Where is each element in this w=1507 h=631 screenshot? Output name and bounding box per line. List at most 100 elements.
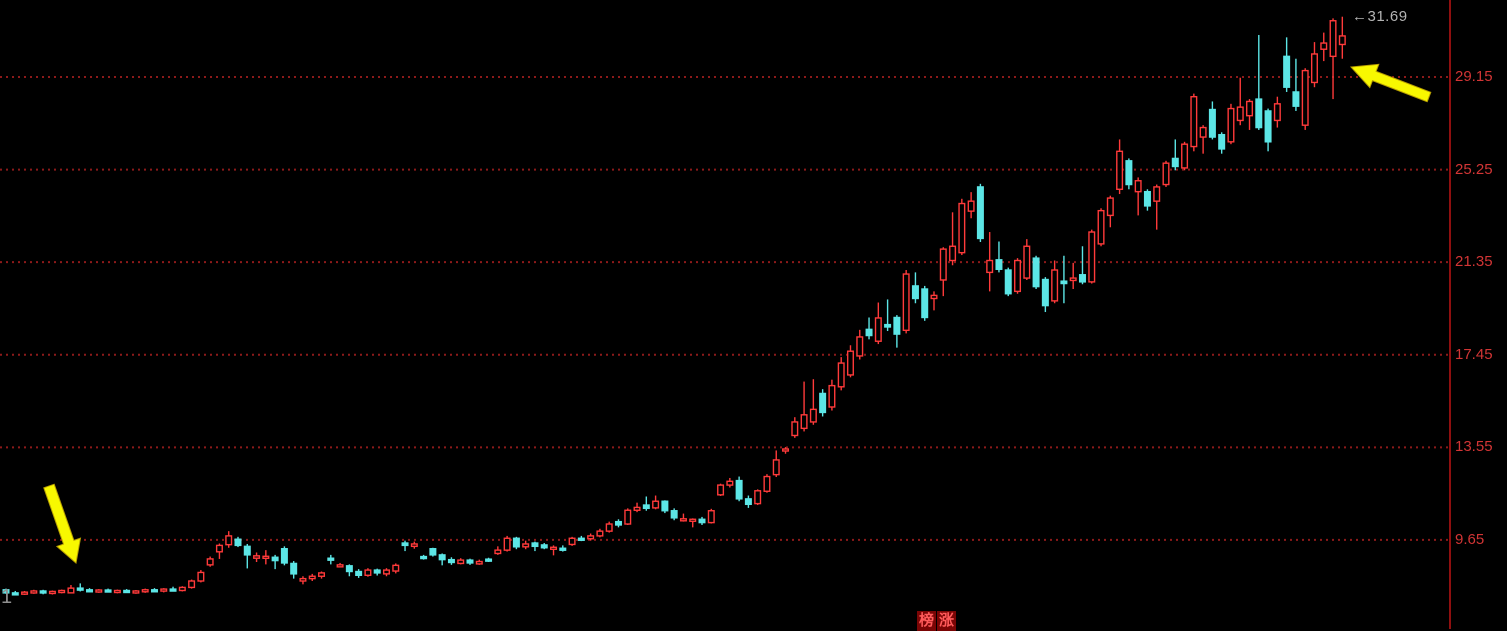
y-axis-tick-label: 17.45 (1455, 345, 1493, 363)
candle-body (1014, 259, 1022, 293)
candle-body (902, 273, 910, 332)
candle-body (169, 588, 177, 592)
candle-body (559, 547, 567, 551)
candle-body (1162, 162, 1170, 186)
candle-body (1060, 280, 1068, 285)
candle-body (707, 510, 715, 524)
candle-body (466, 559, 474, 564)
candle-body (939, 248, 947, 281)
candle-body (150, 589, 158, 593)
candle-body (280, 548, 288, 564)
candle-body (475, 560, 483, 565)
candle-body (318, 572, 326, 577)
candle-body (1153, 186, 1161, 202)
candle-body (262, 555, 270, 560)
candle-body (1143, 190, 1151, 207)
y-axis-tick-label: 13.55 (1455, 438, 1493, 456)
candle-body (364, 569, 372, 577)
candle-body (1134, 180, 1142, 193)
candle-body (1106, 197, 1114, 217)
candle-body (1088, 231, 1096, 283)
y-axis-tick-label: 21.35 (1455, 253, 1493, 271)
candle-body (503, 537, 511, 551)
candle-body (856, 336, 864, 357)
candle-body (1236, 106, 1244, 122)
candle-body (642, 504, 650, 510)
candle-body (215, 544, 223, 553)
candle-body (531, 542, 539, 548)
candle-body (225, 535, 233, 546)
candle-body (819, 392, 827, 414)
candle-body (1069, 277, 1077, 282)
candle-body (744, 498, 752, 506)
candle-body (243, 545, 251, 556)
y-axis-tick-label: 25.25 (1455, 160, 1493, 178)
candle-body (717, 484, 725, 496)
y-axis-tick-label: 29.15 (1455, 68, 1493, 85)
candle-body (1218, 133, 1226, 150)
candle-body (633, 506, 641, 511)
candle-body (1246, 100, 1254, 117)
candle-body (11, 592, 19, 596)
candle-body (577, 537, 585, 541)
candle-body (234, 538, 242, 547)
candle-body (1273, 103, 1281, 122)
candle-body (308, 575, 316, 580)
candle-body (271, 556, 279, 562)
candle-body (930, 294, 938, 300)
candle-body (809, 408, 817, 423)
candle-body (967, 200, 975, 212)
candle-body (624, 509, 632, 525)
candle-body (782, 448, 790, 452)
candle-body (253, 555, 261, 559)
candle-body (48, 590, 56, 595)
candle-body (457, 559, 465, 565)
candle-body (1301, 69, 1309, 126)
candle-body (420, 555, 428, 560)
candle-body (355, 570, 363, 577)
candle-body (958, 202, 966, 254)
candle-body (429, 548, 437, 556)
candle-body (2, 589, 10, 594)
candle-body (1116, 150, 1124, 190)
candle-body (123, 589, 131, 594)
candle-body (178, 586, 186, 592)
candle-body (373, 569, 381, 574)
candle-body (327, 557, 335, 561)
candle-body (949, 245, 957, 262)
highlight-arrow-left (43, 483, 82, 564)
candle-body (1023, 245, 1031, 279)
y-axis-tick-label: 9.65 (1455, 530, 1485, 548)
candle-body (1078, 274, 1086, 283)
candle-body (911, 285, 919, 300)
candle-body (206, 558, 214, 566)
candle-body (39, 590, 47, 594)
candle-body (670, 510, 678, 519)
candle-body (447, 558, 455, 564)
candle-body (67, 587, 75, 594)
candle-body (995, 259, 1003, 270)
bottom-tab-label[interactable]: 榜 涨 (917, 611, 956, 631)
candle-body (828, 384, 836, 408)
candle-body (921, 288, 929, 319)
candle-body (345, 565, 353, 573)
candle-body (698, 518, 706, 524)
candle-body (58, 589, 66, 594)
candle-body (197, 571, 205, 582)
candle-body (290, 562, 298, 575)
highest-price-label: ←31.69 (1352, 7, 1408, 25)
candle-body (661, 500, 669, 512)
candle-body (1097, 209, 1105, 245)
candle-body (679, 518, 687, 522)
candle-body (846, 350, 854, 376)
highlight-arrow-right (1349, 63, 1432, 103)
candle-body (893, 316, 901, 335)
candle-body (512, 537, 520, 548)
candle-body (1051, 269, 1059, 302)
candle-body (188, 580, 196, 589)
candle-body (1208, 108, 1216, 138)
candle-body (735, 479, 743, 500)
candle-body (587, 535, 595, 540)
